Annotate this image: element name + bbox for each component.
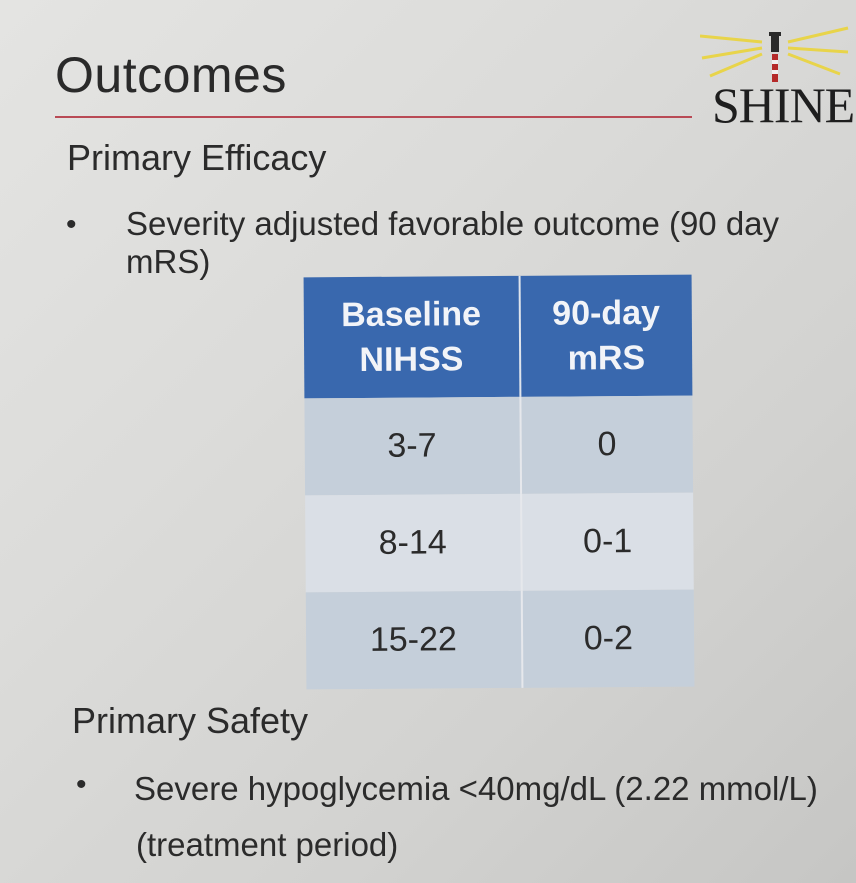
safety-bullet-line-2: (treatment period) xyxy=(136,826,399,863)
header-line: Baseline xyxy=(341,295,482,335)
lighthouse-icon xyxy=(700,26,849,82)
table-row: 8-14 0-1 xyxy=(305,492,694,593)
header-line: mRS xyxy=(567,338,646,378)
header-line: 90-day xyxy=(552,294,661,333)
table-cell: 15-22 xyxy=(305,590,522,690)
title-underline xyxy=(55,116,692,118)
table-header-baseline-nihss: Baseline NIHSS xyxy=(303,275,520,399)
table-cell: 3-7 xyxy=(304,396,521,496)
efficacy-bullet: Severity adjusted favorable outcome (90 … xyxy=(126,205,780,280)
safety-bullet-line-1: Severe hypoglycemia <40mg/dL (2.22 mmol/… xyxy=(134,770,818,807)
primary-efficacy-heading: Primary Efficacy xyxy=(67,137,327,178)
severity-outcome-table: Baseline NIHSS 90-day mRS 3-7 0 8-14 0-1… xyxy=(303,274,695,690)
slide-title: Outcomes xyxy=(55,47,287,103)
table-cell: 0 xyxy=(519,395,694,494)
logo-text: SHINE xyxy=(712,77,855,133)
shine-logo: SHINE xyxy=(700,14,855,144)
table-header-row: Baseline NIHSS 90-day mRS xyxy=(303,274,693,399)
bullet-dot: • xyxy=(66,208,77,241)
table-row: 15-22 0-2 xyxy=(305,589,695,690)
table-cell: 0-2 xyxy=(521,589,695,688)
table-header-90day-mrs: 90-day mRS xyxy=(519,274,693,397)
header-line: NIHSS xyxy=(359,339,464,379)
bullet-dot: • xyxy=(76,768,87,801)
table-row: 3-7 0 xyxy=(304,395,694,496)
table-cell: 0-1 xyxy=(520,492,694,591)
primary-safety-heading: Primary Safety xyxy=(72,700,309,741)
table-cell: 8-14 xyxy=(305,493,522,593)
